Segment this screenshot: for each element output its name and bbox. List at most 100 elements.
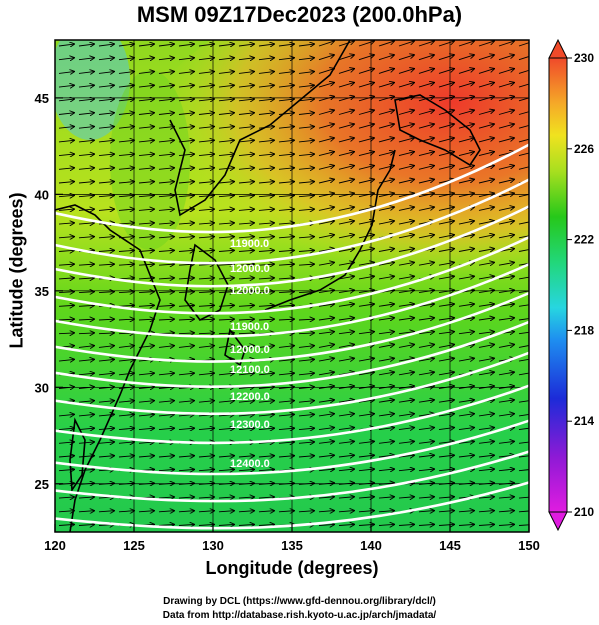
wind-arrow	[498, 441, 514, 443]
wind-arrow	[278, 182, 294, 183]
wind-arrow	[258, 250, 274, 251]
wind-arrow	[138, 182, 154, 183]
wind-arrow	[178, 333, 194, 334]
wind-arrow	[58, 58, 74, 60]
wind-arrow	[358, 469, 374, 471]
wind-arrow	[438, 511, 454, 512]
wind-arrow	[118, 456, 134, 457]
wind-arrow	[418, 524, 434, 525]
wind-arrow	[338, 358, 354, 361]
wind-arrow	[238, 44, 254, 46]
wind-arrow	[198, 456, 214, 457]
wind-arrow	[498, 193, 514, 198]
wind-arrow	[298, 333, 314, 334]
wind-arrow	[318, 441, 334, 443]
wind-arrow	[218, 333, 234, 334]
wind-arrow	[258, 319, 274, 320]
x-tick-label: 130	[202, 538, 224, 553]
wind-arrow	[518, 110, 529, 115]
wind-arrow	[318, 138, 334, 143]
wind-arrow	[518, 290, 529, 294]
wind-arrow	[218, 497, 234, 498]
wind-arrow	[258, 373, 274, 375]
wind-arrow	[238, 168, 254, 169]
wind-arrow	[418, 400, 434, 402]
wind-arrow	[238, 524, 254, 525]
wind-arrow	[298, 250, 314, 251]
wind-arrow	[398, 497, 414, 498]
wind-arrow	[278, 401, 294, 403]
wind-arrow	[478, 455, 494, 457]
wind-arrow	[478, 138, 494, 143]
wind-arrow	[498, 124, 514, 129]
wind-arrow	[298, 387, 314, 389]
wind-arrow	[438, 166, 454, 170]
wind-arrow	[218, 428, 234, 429]
wind-arrow	[238, 497, 254, 498]
wind-arrow	[338, 428, 354, 430]
wind-arrow	[318, 55, 334, 61]
wind-arrow	[158, 524, 174, 525]
wind-arrow	[478, 96, 494, 102]
wind-arrow	[338, 193, 354, 198]
wind-arrow	[98, 154, 114, 156]
wind-arrow	[278, 209, 294, 210]
wind-arrow	[378, 441, 394, 443]
wind-arrow	[278, 442, 294, 443]
wind-arrow	[118, 140, 134, 142]
wind-arrow	[318, 249, 334, 252]
wind-arrow	[398, 166, 414, 170]
wind-arrow	[398, 207, 414, 211]
wind-arrow	[498, 96, 514, 102]
wind-arrow	[238, 237, 254, 238]
wind-arrow	[218, 195, 234, 196]
wind-arrow	[418, 110, 434, 115]
wind-arrow	[118, 346, 134, 348]
wind-arrow	[378, 372, 394, 375]
wind-arrow	[518, 193, 529, 198]
wind-arrow	[118, 387, 134, 389]
wind-arrow	[338, 55, 354, 61]
wind-arrow	[418, 358, 434, 361]
colorbar-ticks: 210 214 218 222 226 230	[567, 51, 594, 519]
wind-arrow	[478, 235, 494, 238]
wind-arrow	[78, 113, 94, 115]
wind-arrow	[118, 428, 134, 429]
wind-arrow	[358, 179, 374, 184]
wind-arrow	[278, 154, 294, 156]
wind-arrow	[318, 414, 334, 416]
wind-arrow	[238, 469, 254, 470]
wind-arrow	[478, 304, 494, 306]
wind-arrow	[178, 469, 194, 470]
wind-arrow	[258, 305, 274, 306]
wind-arrow	[198, 154, 214, 156]
wind-arrow	[58, 182, 74, 183]
wind-arrow	[378, 358, 394, 361]
wind-arrow	[298, 195, 314, 196]
wind-arrow	[518, 304, 529, 307]
wind-arrow	[78, 140, 94, 142]
wind-arrow	[398, 414, 414, 416]
wind-arrow	[458, 304, 474, 306]
wind-arrow	[318, 358, 334, 361]
wind-arrow	[478, 276, 494, 279]
wind-arrow	[118, 373, 134, 375]
wind-arrow	[118, 237, 134, 238]
wind-arrow	[258, 195, 274, 196]
wind-arrow	[138, 223, 154, 224]
wind-arrow	[178, 401, 194, 403]
wind-arrow	[318, 400, 334, 402]
wind-arrow	[398, 400, 414, 402]
wind-arrow	[438, 110, 454, 115]
wind-arrow	[358, 455, 374, 457]
wind-arrow	[178, 511, 194, 512]
contour-label: 12400.0	[230, 458, 270, 470]
wind-arrow	[498, 414, 514, 416]
wind-arrow	[278, 511, 294, 512]
wind-arrow	[398, 55, 414, 61]
wind-arrow	[378, 345, 394, 348]
wind-arrow	[278, 99, 294, 101]
wind-arrow	[238, 387, 254, 389]
wind-arrow	[458, 166, 474, 170]
